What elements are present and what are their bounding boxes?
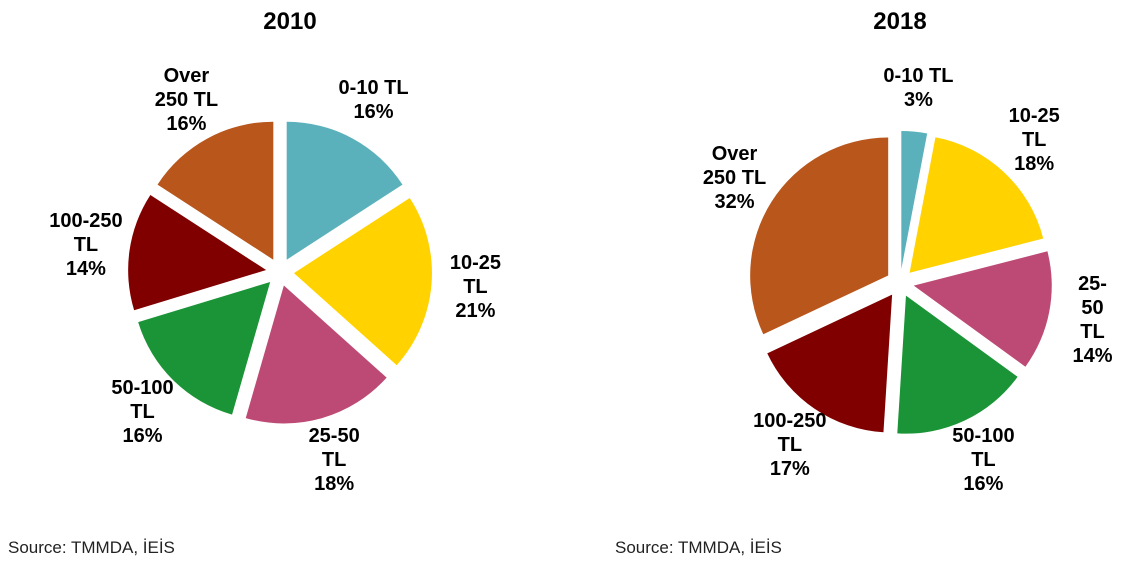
data-label: 50-100 TL 16% bbox=[104, 376, 181, 448]
pie-slice bbox=[293, 197, 432, 366]
data-label: Over 250 TL 32% bbox=[696, 142, 773, 214]
slice-category: 100-250 TL bbox=[753, 410, 827, 457]
slice-category: 25-50 TL bbox=[308, 425, 360, 472]
pie-slice bbox=[909, 137, 1044, 273]
pie-slice bbox=[901, 131, 928, 270]
slice-value: 18% bbox=[1014, 153, 1055, 176]
slice-value: 32% bbox=[714, 190, 755, 213]
slice-category: 50-100 TL bbox=[111, 376, 174, 423]
data-label: 100-250 TL 14% bbox=[47, 209, 124, 281]
slice-category: 25-50 TL bbox=[1078, 272, 1107, 343]
data-label: 0-10 TL 3% bbox=[883, 64, 953, 112]
slice-value: 18% bbox=[314, 473, 355, 496]
pie-slice bbox=[913, 251, 1052, 367]
pie-slice bbox=[157, 121, 274, 260]
data-label: Over 250 TL 16% bbox=[148, 64, 225, 136]
slice-value: 16% bbox=[166, 112, 207, 135]
chart-title: 2010 bbox=[263, 8, 317, 35]
source-note: Source: TMMDA, İEİS bbox=[8, 538, 175, 557]
chart-title: 2018 bbox=[873, 8, 927, 35]
slice-category: Over 250 TL bbox=[702, 142, 767, 189]
slice-value: 16% bbox=[963, 473, 1004, 496]
pie-slice bbox=[128, 194, 267, 311]
slice-category: Over 250 TL bbox=[154, 64, 219, 111]
slice-category: 50-100 TL bbox=[952, 425, 1015, 472]
pie-slice bbox=[767, 294, 893, 433]
slice-value: 17% bbox=[769, 458, 810, 481]
pie-slice bbox=[897, 295, 1018, 434]
slice-category: 10-25 TL bbox=[449, 252, 501, 299]
pie-slice bbox=[138, 281, 271, 415]
slice-value: 14% bbox=[1072, 344, 1113, 367]
slice-value: 16% bbox=[353, 100, 394, 123]
data-label: 25-50 TL 18% bbox=[296, 424, 373, 496]
pie-slice bbox=[245, 285, 387, 424]
slice-value: 14% bbox=[65, 257, 106, 280]
data-label: 100-250 TL 17% bbox=[751, 409, 828, 481]
source-note: Source: TMMDA, İEİS bbox=[615, 538, 782, 557]
pie-slice bbox=[286, 121, 403, 260]
slice-category: 10-25 TL bbox=[1008, 105, 1060, 152]
slice-value: 21% bbox=[455, 300, 496, 323]
slice-category: 0-10 TL bbox=[338, 76, 409, 99]
data-label: 25-50 TL 14% bbox=[1073, 272, 1113, 368]
data-label: 10-25 TL 18% bbox=[996, 104, 1073, 176]
slice-value: 3% bbox=[903, 88, 933, 111]
data-label: 0-10 TL 16% bbox=[339, 76, 409, 124]
pie-slice bbox=[750, 137, 889, 335]
slice-category: 0-10 TL bbox=[883, 64, 954, 87]
data-label: 10-25 TL 21% bbox=[437, 251, 514, 323]
data-label: 50-100 TL 16% bbox=[945, 424, 1022, 496]
slice-value: 16% bbox=[122, 424, 163, 447]
slice-category: 100-250 TL bbox=[49, 209, 123, 256]
